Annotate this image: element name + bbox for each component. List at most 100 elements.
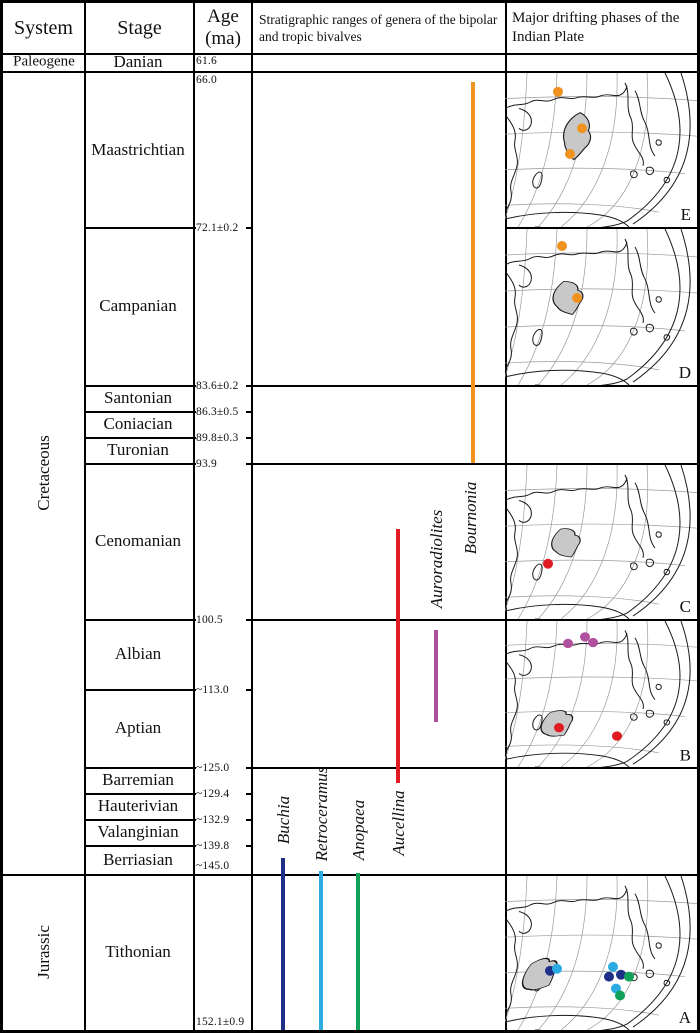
grid-hline-12-0 [84,845,196,847]
stage-label-maastrichtian: Maastrichtian [91,140,185,159]
age-label-13: ~145.0 [196,860,230,872]
range-line-anopaea [356,873,360,1030]
header-system: System [3,3,84,53]
map-panel-D: D [505,229,697,385]
stage-label-coniacian: Coniacian [103,414,173,433]
grid-hline-5-1 [246,437,251,439]
header-system-label: System [14,16,73,39]
grid-hline-6-1 [246,463,697,465]
grid-hline-11-0 [84,819,196,821]
range-line-bournonia [471,82,475,463]
stage-label-santonian: Santonian [104,388,172,407]
header-age-line2: (ma) [205,28,241,49]
header-age: Age (ma) [195,3,251,53]
occurrence-dot-magenta [588,637,598,648]
occurrence-dot-cyan [608,961,618,972]
system-label-text: Jurassic [34,925,53,979]
age-label-0: 61.6 [196,55,217,67]
stage-label-turonian: Turonian [107,440,169,459]
age-label-10: ~129.4 [196,788,230,800]
occurrence-dot-magenta [563,638,573,649]
occurrence-dot-blue [604,971,614,982]
occurrence-dot-orange [553,86,563,97]
border-right [697,0,700,1033]
occurrence-dot-orange [557,241,567,251]
genus-label-text: Aucellina [389,790,408,856]
age-label-5: 89.8±0.3 [196,432,239,444]
stage-label-cenomanian: Cenomanian [95,531,181,550]
grid-hline-0-0 [3,53,697,55]
grid-hline-2-1 [246,227,251,229]
grid-hline-10-0 [84,793,196,795]
occurrence-dot-orange [572,293,582,303]
grid-hline-5-0 [84,437,196,439]
india-plate [540,710,574,737]
genus-label-text: Anopaea [349,799,368,861]
border-left [0,0,3,1033]
grid-hline-11-1 [246,819,251,821]
stage-label-berriasian: Berriasian [103,850,173,869]
occurrence-dot-orange [565,149,575,159]
grid-hline-2-0 [84,227,196,229]
range-line-buchia [281,858,285,1030]
grid-hline-8-0 [84,689,196,691]
india-plate [552,281,584,315]
border-top [0,0,700,3]
age-label-6: 93.9 [196,458,217,470]
age-label-14: 152.1±0.9 [196,1016,245,1028]
grid-hline-9-0 [84,767,196,769]
map-label-E: E [681,205,691,224]
stage-label-tithonian: Tithonian [105,942,171,961]
grid-vline-1 [193,3,195,1030]
stage-label-barremian: Barremian [102,770,174,789]
age-label-12: ~139.8 [196,840,230,852]
map-panel-C: C [505,465,697,619]
age-label-11: ~132.9 [196,814,230,826]
grid-hline-1-0 [3,71,697,73]
range-line-auroradiolites [434,630,438,722]
header-ranges: Stratigraphic ranges of genera of the bi… [259,3,499,53]
occurrence-dot-green [624,971,634,982]
grid-hline-4-1 [246,411,251,413]
header-ranges-label: Stratigraphic ranges of genera of the bi… [259,12,498,44]
map-panel-B: B [505,621,697,767]
stage-label-danian: Danian [113,52,163,71]
grid-hline-3-0 [84,385,196,387]
age-label-8: ~113.0 [196,684,229,696]
grid-hline-7-1 [246,619,697,621]
map-label-C: C [680,597,691,616]
occurrence-dot-red [612,731,622,741]
map-label-D: D [679,363,691,382]
occurrence-dot-red [543,558,553,569]
genus-label-text: Buchia [274,795,293,845]
genus-label-text: Retroceramus [312,766,331,862]
grid-vline-0 [84,3,86,1030]
age-label-3: 83.6±0.2 [196,380,239,392]
grid-hline-13-0 [3,874,697,876]
border-bottom [0,1030,700,1033]
grid-hline-4-0 [84,411,196,413]
age-label-9: ~125.0 [196,762,230,774]
occurrence-dot-orange [577,123,587,134]
system-label-text: Cretaceous [34,435,53,511]
header-maps: Major drifting phases of the Indian Plat… [512,3,690,53]
stage-label-aptian: Aptian [114,718,162,737]
occurrence-dot-red [554,723,564,733]
india-plate [521,957,558,991]
header-stage-label: Stage [117,16,162,39]
map-label-B: B [680,746,691,764]
grid-vline-2 [251,3,253,1030]
grid-hline-7-0 [84,619,196,621]
genus-label-text: Auroradiolites [427,509,446,609]
age-label-4: 86.3±0.5 [196,406,239,418]
genus-label-text: Bournonia [461,481,480,555]
map-label-A: A [679,1008,692,1027]
grid-hline-12-1 [246,845,251,847]
header-stage: Stage [86,3,193,53]
age-label-2: 72.1±0.2 [196,222,239,234]
india-plate [551,528,581,558]
grid-hline-8-1 [246,689,251,691]
system-label-paleogene: Paleogene [13,53,75,70]
map-panel-A: A [505,876,697,1030]
